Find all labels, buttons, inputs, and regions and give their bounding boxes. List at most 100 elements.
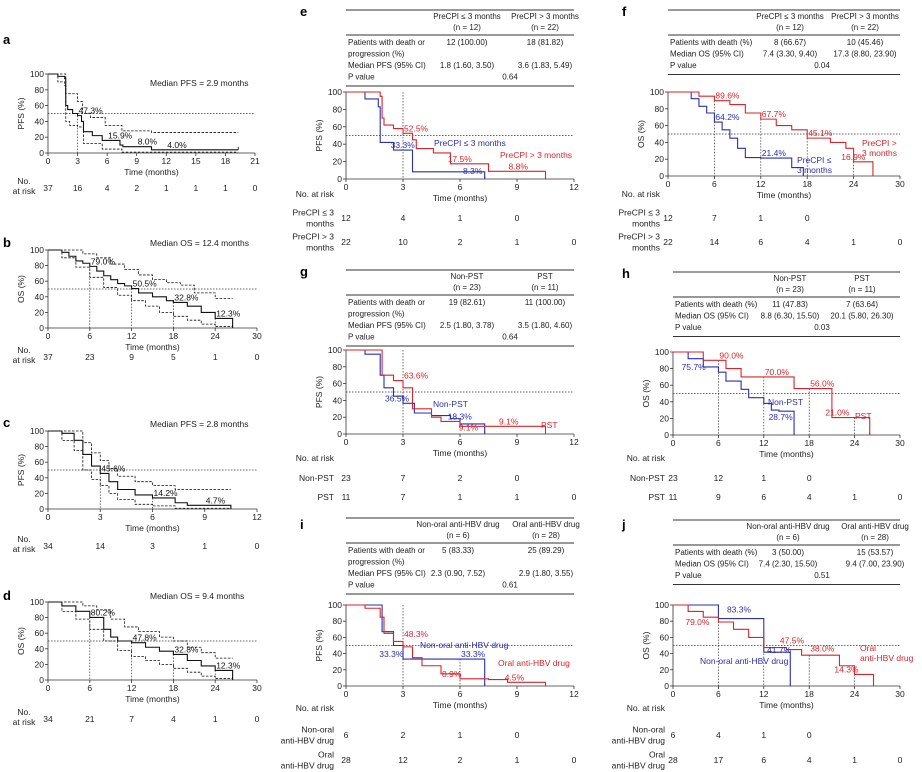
table-row-label: P value xyxy=(348,581,375,590)
table-column-header: PreCPI ≤ 3 months xyxy=(756,12,824,21)
percent-annotation: 9.1% xyxy=(459,422,479,432)
table-cell: 7 (63.64) xyxy=(846,300,878,309)
km-curve-series-1 xyxy=(668,91,874,176)
at-risk-title: at risk xyxy=(13,544,36,554)
x-tick-label: 12 xyxy=(756,179,766,189)
at-risk-row-label: PST xyxy=(317,492,334,502)
at-risk-count: 1 xyxy=(852,755,857,765)
at-risk-count: 4 xyxy=(716,730,721,740)
y-tick-label: 60 xyxy=(35,457,45,467)
panel-letter: e xyxy=(300,4,307,19)
table-cell: 19 (82.61) xyxy=(449,298,486,307)
at-risk-count: 34 xyxy=(43,541,53,551)
y-tick-label: 60 xyxy=(35,101,45,111)
table-cell: 25 (89.29) xyxy=(528,546,565,555)
at-risk-count: 0 xyxy=(898,755,903,765)
at-risk-count: 6 xyxy=(671,730,676,740)
table-cell: 9.4 (7.00, 23.90) xyxy=(846,560,905,569)
at-risk-count: 1 xyxy=(223,183,228,193)
x-axis-label: Time (months) xyxy=(433,448,488,458)
table-column-header: (n = 22) xyxy=(851,23,879,32)
at-risk-count: 4 xyxy=(807,755,812,765)
panel-letter: i xyxy=(300,517,304,532)
percent-annotation: 38.0% xyxy=(810,644,835,654)
y-tick-label: 100 xyxy=(328,345,342,355)
x-tick-label: 9 xyxy=(515,689,520,699)
table-row-label: Median PFS (95% CI) xyxy=(348,61,426,70)
y-tick-label: 100 xyxy=(650,87,664,97)
at-risk-count: 6 xyxy=(344,730,349,740)
km-curve-series-1 xyxy=(673,604,875,686)
x-tick-label: 12 xyxy=(252,512,262,522)
percent-annotation: 4.5% xyxy=(505,672,525,682)
x-tick-label: 0 xyxy=(666,179,671,189)
x-tick-label: 30 xyxy=(895,438,905,448)
at-risk-count: 1 xyxy=(458,492,463,502)
table-column-header: (n = 11) xyxy=(848,285,876,294)
table-cell: 18 (81.82) xyxy=(527,38,564,47)
at-risk-count: 22 xyxy=(663,237,673,247)
panel-letter: g xyxy=(300,264,308,279)
x-tick-label: 12 xyxy=(569,437,579,447)
x-tick-label: 18 xyxy=(804,438,814,448)
y-tick-label: 0 xyxy=(39,504,44,514)
panel-letter: c xyxy=(3,415,10,430)
table-row-label: P value xyxy=(670,61,697,70)
km-curve-series-0 xyxy=(673,351,795,435)
km-curve-lower-ci xyxy=(48,601,233,679)
x-tick-label: 9 xyxy=(134,156,139,166)
x-axis-label: Time (months) xyxy=(433,193,488,203)
percent-annotation: 45.6% xyxy=(101,463,126,473)
y-axis-label: PFS (%) xyxy=(314,119,324,151)
at-risk-row-label: Oral xyxy=(318,750,334,760)
x-tick-label: 12 xyxy=(759,689,769,699)
at-risk-count: 1 xyxy=(758,213,763,223)
y-tick-label: 100 xyxy=(30,426,44,436)
at-risk-count: 1 xyxy=(761,730,766,740)
at-risk-count: 23 xyxy=(341,473,351,483)
km-curve-series-1 xyxy=(346,91,547,179)
at-risk-count: 4 xyxy=(105,183,110,193)
y-tick-label: 100 xyxy=(30,245,44,255)
table-column-header: PreCPI > 3 months xyxy=(511,12,579,21)
at-risk-row-label: Non-oral xyxy=(301,725,334,735)
percent-annotation: 80.2% xyxy=(91,607,116,617)
y-tick-label: 80 xyxy=(655,104,665,114)
table-column-header: (n = 6) xyxy=(776,533,800,542)
x-tick-label: 0 xyxy=(344,182,349,192)
percent-annotation: 79.0% xyxy=(685,617,710,627)
y-tick-label: 0 xyxy=(664,681,669,691)
at-risk-count: 2 xyxy=(458,755,463,765)
percent-annotation: 79.0% xyxy=(91,256,116,266)
at-risk-count: 17 xyxy=(714,755,724,765)
x-tick-label: 18 xyxy=(802,179,812,189)
km-curve-lower-ci xyxy=(48,249,233,327)
y-tick-label: 60 xyxy=(333,122,343,132)
table-row-label: progression (%) xyxy=(348,50,405,59)
percent-annotation: 17.5% xyxy=(448,154,473,164)
percent-annotation: 14.2% xyxy=(154,488,179,498)
at-risk-count: 0 xyxy=(807,730,812,740)
curve-label: PreCPI ≤ xyxy=(797,155,832,165)
table-row-label: Patients with death or xyxy=(348,298,425,307)
y-tick-label: 40 xyxy=(333,395,343,405)
x-tick-label: 30 xyxy=(895,179,905,189)
percent-annotation: 48.3% xyxy=(404,629,429,639)
p-value: 0.04 xyxy=(814,61,830,70)
x-tick-label: 18 xyxy=(804,689,814,699)
at-risk-row-label: Non-PST xyxy=(630,473,665,483)
at-risk-count: 11 xyxy=(669,492,678,502)
at-risk-title: at risk xyxy=(13,355,36,365)
x-tick-label: 6 xyxy=(716,689,721,699)
table-row-label: Patients with death (%) xyxy=(675,300,758,309)
at-risk-count: 7 xyxy=(401,492,406,502)
at-risk-count: 23 xyxy=(668,473,678,483)
percent-annotation: 36.5% xyxy=(385,393,410,403)
x-tick-label: 3 xyxy=(401,437,406,447)
table-cell: 8.8 (6.30, 15.50) xyxy=(761,312,820,321)
y-tick-label: 20 xyxy=(35,132,45,142)
km-curve-upper-ci xyxy=(48,430,231,490)
percent-annotation: 45.1% xyxy=(808,128,833,138)
y-tick-label: 20 xyxy=(333,157,343,167)
